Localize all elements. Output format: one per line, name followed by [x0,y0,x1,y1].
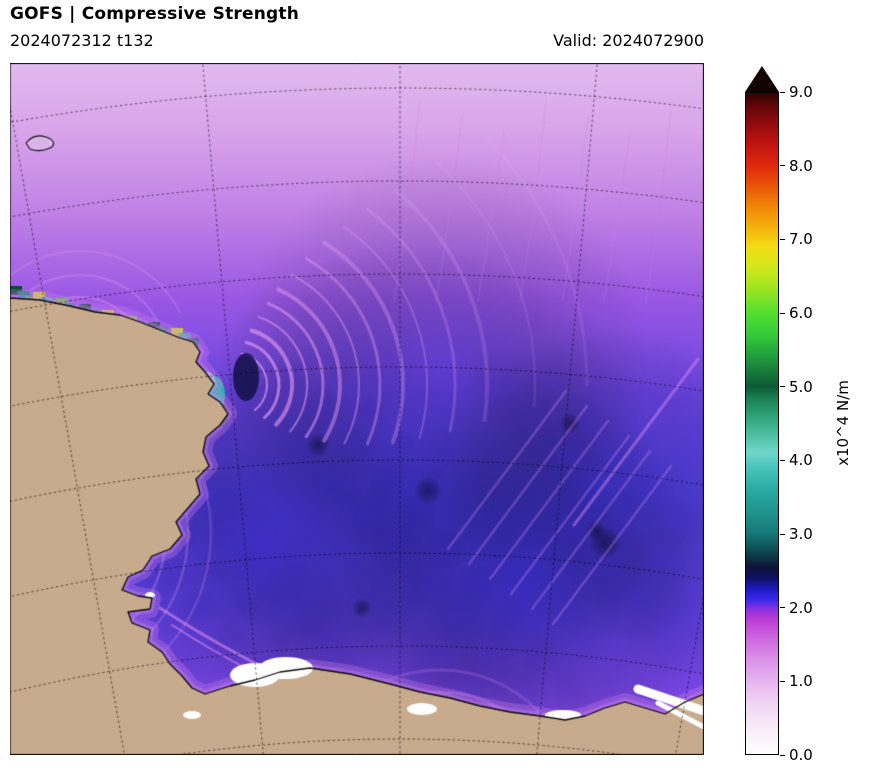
colorbar-extend-arrow [745,66,779,92]
colorbar-tick-label: 9.0 [789,83,813,101]
model-run-label: 2024072312 t132 [10,31,154,50]
colorbar-tick-label: 4.0 [789,451,813,470]
figure-title: GOFS | Compressive Strength [10,4,300,24]
colorbar-tick-label: 8.0 [789,156,813,175]
colorbar-tick-mark [780,165,785,167]
colorbar-tick-label: 0.0 [789,746,813,764]
colorbar: 9.0 8.0 7.0 6.0 5.0 4.0 3.0 2.0 1.0 0.0 [745,66,813,764]
colorbar-tick-label: 5.0 [789,377,813,396]
subtitle-row: 2024072312 t132 Valid: 2024072900 [10,31,704,50]
colorbar-gradient [745,92,779,755]
colorbar-tick-label: 3.0 [789,525,813,543]
colorbar-tick-mark [780,91,785,93]
colorbar-tick-mark [780,238,785,241]
colorbar-tick-label: 6.0 [789,304,813,322]
colorbar-tick-mark [780,680,785,683]
colorbar-tick-mark [780,386,785,388]
colorbar-tick-mark [780,533,785,535]
colorbar-tick-mark [780,459,785,462]
colorbar-tick-mark [780,607,785,609]
map-canvas [10,63,704,755]
colorbar-tick-mark [780,754,785,756]
colorbar-tick-label: 2.0 [789,598,813,617]
colorbar-tick-label: 1.0 [789,672,813,691]
colorbar-tick-label: 7.0 [789,230,813,249]
colorbar-tick-mark [780,312,785,314]
map-panel [10,63,704,755]
valid-time-label: Valid: 2024072900 [553,31,704,50]
colorbar-unit-label: x10^4 N/m [834,380,852,466]
